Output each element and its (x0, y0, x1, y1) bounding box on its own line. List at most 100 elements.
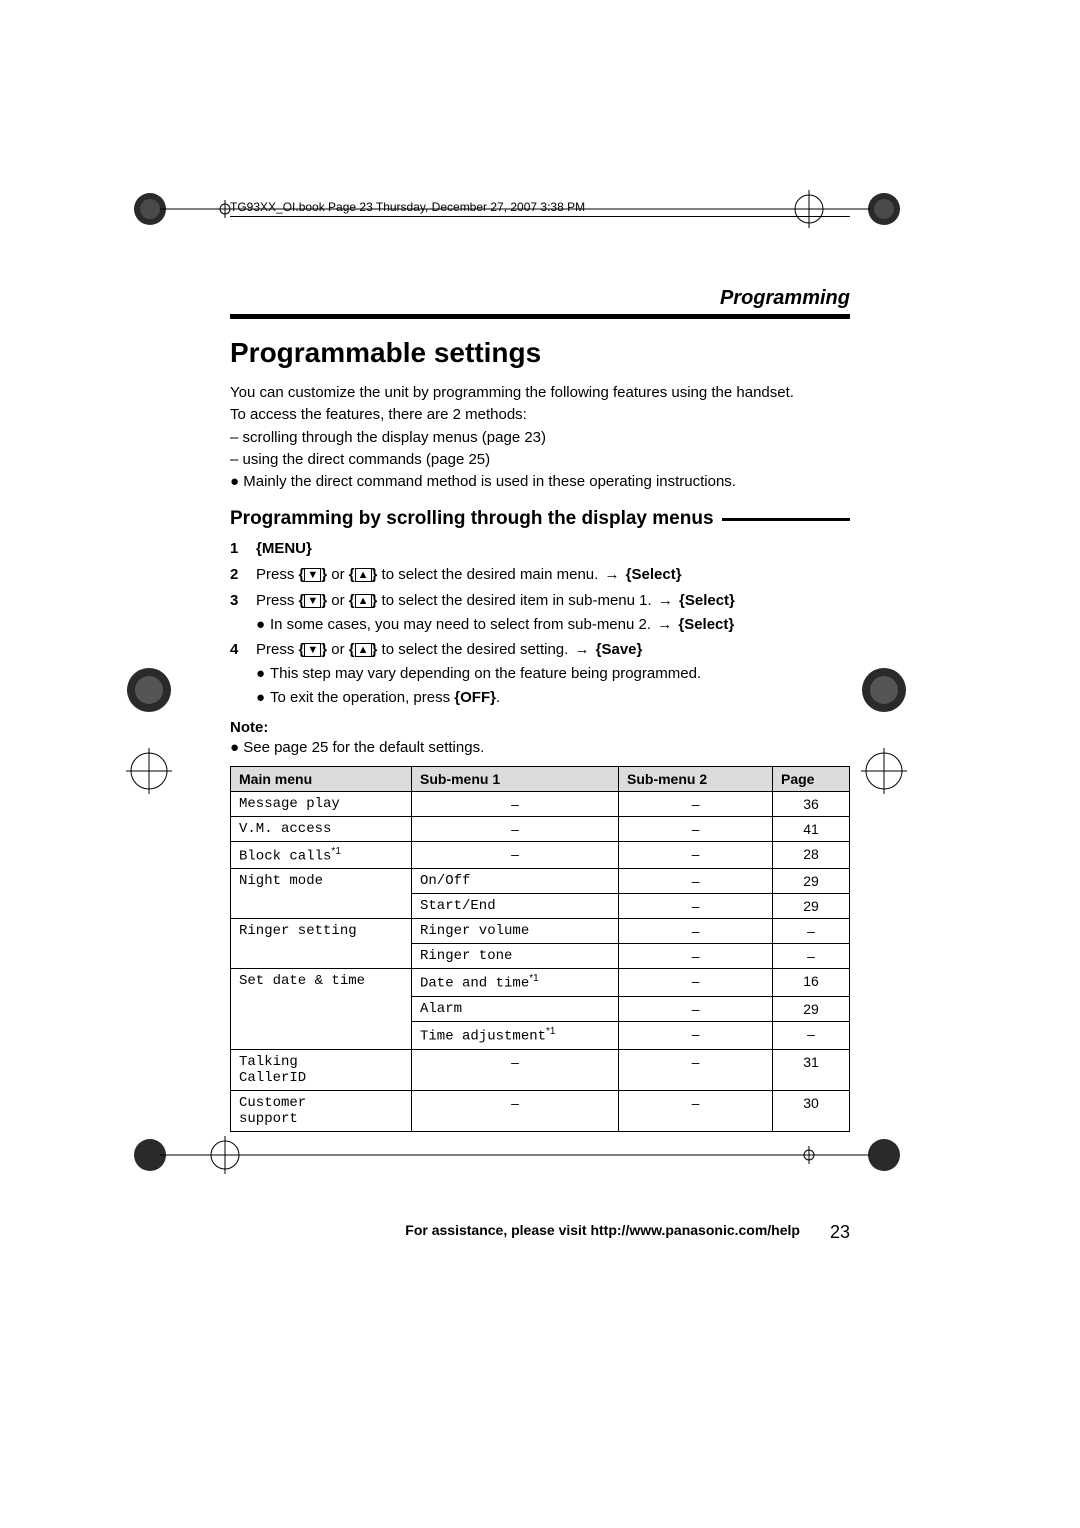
superscript: *1 (546, 1026, 555, 1037)
col-page: Page (773, 766, 850, 791)
cell-main: Message play (231, 791, 412, 816)
select-key: {Select} (678, 616, 734, 633)
down-arrow-icon: ▼ (304, 643, 321, 657)
arrow-icon: → (604, 566, 619, 583)
table-row: TalkingCallerID – – 31 (231, 1049, 850, 1090)
up-arrow-icon: ▲ (355, 568, 372, 582)
superscript: *1 (529, 973, 538, 984)
footer-assist-text: For assistance, please visit http://www.… (405, 1222, 800, 1243)
intro-line: You can customize the unit by programmin… (230, 383, 850, 403)
cell-sub1: Ringer volume (412, 919, 619, 944)
step-text: or (327, 566, 349, 583)
cell-page: 28 (773, 841, 850, 869)
steps-list: 1 {MENU} 2 Press {▼} or {▲} to select th… (230, 538, 850, 708)
page-content: TG93XX_OI.book Page 23 Thursday, Decembe… (230, 270, 850, 1243)
cell-page: – (773, 944, 850, 969)
menu-key: {MENU} (256, 540, 312, 557)
cell-sub1: – (412, 791, 619, 816)
step-text: to select the desired setting. (377, 641, 572, 658)
cell-sub1: – (412, 1049, 619, 1090)
dash-item: – scrolling through the display menus (p… (230, 428, 850, 448)
cell-main: Set date & time (231, 969, 412, 1049)
arrow-icon: → (658, 592, 673, 609)
cell-page: 29 (773, 869, 850, 894)
step-text: to select the desired main menu. (377, 566, 602, 583)
cell-page: 16 (773, 969, 850, 997)
cell-main: TalkingCallerID (231, 1049, 412, 1090)
bullet-item: ● Mainly the direct command method is us… (230, 472, 850, 492)
cell-page: 41 (773, 816, 850, 841)
table-row: Customersupport – – 30 (231, 1090, 850, 1131)
step-text: or (327, 641, 349, 658)
bullet-icon: ● (256, 614, 270, 636)
cell-sub1: – (412, 841, 619, 869)
bullet-icon: ● (256, 663, 270, 685)
cell-main: V.M. access (231, 816, 412, 841)
table-row: V.M. access – – 41 (231, 816, 850, 841)
subsection-rule (722, 518, 850, 521)
save-key: {Save} (596, 641, 643, 658)
cell-sub2: – (619, 1049, 773, 1090)
step-1: 1 {MENU} (230, 538, 850, 560)
page-title: Programmable settings (230, 337, 850, 369)
step-4: 4 Press {▼} or {▲} to select the desired… (230, 639, 850, 708)
cell-page: 31 (773, 1049, 850, 1090)
cell-sub2: – (619, 841, 773, 869)
cell-main: Customersupport (231, 1090, 412, 1131)
cell-sub1: Ringer tone (412, 944, 619, 969)
footer-page-number: 23 (830, 1222, 850, 1243)
thick-rule (230, 314, 850, 319)
table-header-row: Main menu Sub-menu 1 Sub-menu 2 Page (231, 766, 850, 791)
col-main-menu: Main menu (231, 766, 412, 791)
cell-page: 30 (773, 1090, 850, 1131)
down-arrow-icon: ▼ (304, 568, 321, 582)
cell-page: 36 (773, 791, 850, 816)
cell-sub2: – (619, 997, 773, 1022)
step-number: 4 (230, 639, 256, 708)
select-key: {Select} (626, 566, 682, 583)
col-submenu1: Sub-menu 1 (412, 766, 619, 791)
step-number: 1 (230, 538, 256, 560)
intro-line: To access the features, there are 2 meth… (230, 405, 850, 425)
step-text: or (327, 592, 349, 609)
cell-page: – (773, 1022, 850, 1050)
step-2: 2 Press {▼} or {▲} to select the desired… (230, 564, 850, 586)
step-text: Press (256, 592, 299, 609)
step-3: 3 Press {▼} or {▲} to select the desired… (230, 590, 850, 636)
cell-main: Ringer setting (231, 919, 412, 969)
cell-page: – (773, 919, 850, 944)
arrow-icon: → (574, 641, 589, 658)
dash-item: – using the direct commands (page 25) (230, 450, 850, 470)
step-sub-text: This step may vary depending on the feat… (270, 663, 701, 685)
book-header: TG93XX_OI.book Page 23 Thursday, Decembe… (230, 200, 850, 217)
step-text: Press (256, 566, 299, 583)
note-item: ● See page 25 for the default settings. (230, 738, 850, 758)
cell-sub1: Start/End (412, 894, 619, 919)
subsection-heading: Programming by scrolling through the dis… (230, 508, 850, 530)
intro-block: You can customize the unit by programmin… (230, 383, 850, 492)
cell-sub2: – (619, 816, 773, 841)
cell-page: 29 (773, 894, 850, 919)
select-key: {Select} (679, 592, 735, 609)
cell-sub2: – (619, 969, 773, 997)
cell-sub2: – (619, 1090, 773, 1131)
off-key: {OFF} (454, 689, 496, 706)
cell-sub1: – (412, 816, 619, 841)
note-label: Note: (230, 719, 850, 736)
cell-page: 29 (773, 997, 850, 1022)
cell-sub2: – (619, 919, 773, 944)
subsection-title: Programming by scrolling through the dis… (230, 508, 714, 530)
cell-sub2: – (619, 791, 773, 816)
table-row: Ringer setting Ringer volume – – (231, 919, 850, 944)
step-number: 2 (230, 564, 256, 586)
cell-sub1: Date and time*1 (412, 969, 619, 997)
superscript: *1 (331, 846, 340, 857)
cell-sub1: – (412, 1090, 619, 1131)
menu-table: Main menu Sub-menu 1 Sub-menu 2 Page Mes… (230, 766, 850, 1132)
col-submenu2: Sub-menu 2 (619, 766, 773, 791)
step-sub-text: To exit the operation, press (270, 689, 454, 706)
cell-sub2: – (619, 869, 773, 894)
step-text: Press (256, 641, 299, 658)
up-arrow-icon: ▲ (355, 643, 372, 657)
bullet-icon: ● (256, 687, 270, 709)
